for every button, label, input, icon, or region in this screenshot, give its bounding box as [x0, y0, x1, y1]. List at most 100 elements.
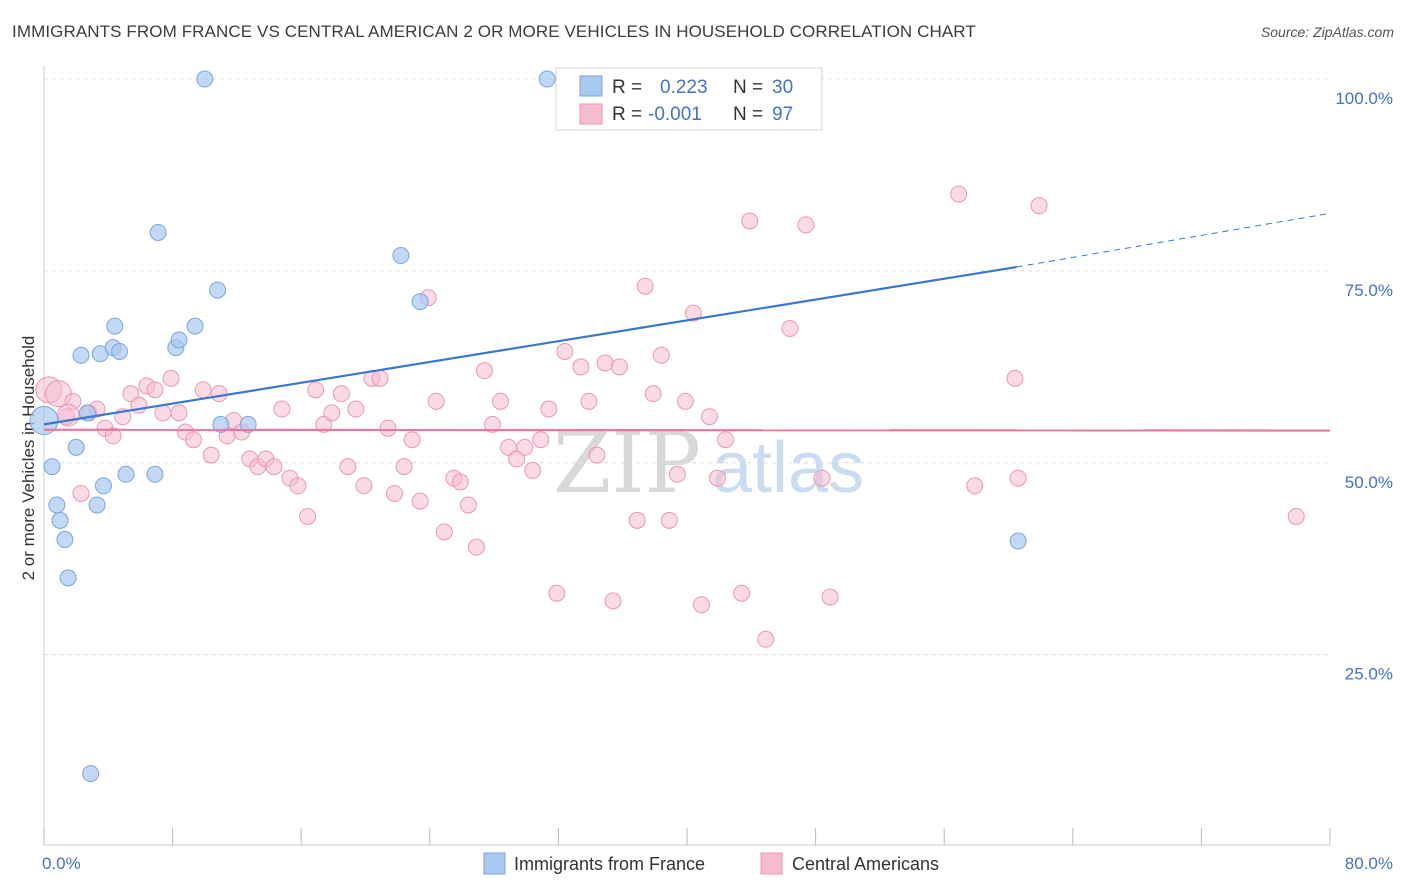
central-americans-point	[628, 511, 646, 529]
central-americans-point	[1009, 469, 1027, 487]
france-point	[88, 496, 106, 514]
central-americans-point	[676, 392, 694, 410]
r-value-pink: -0.001	[648, 104, 702, 125]
central-americans-point	[524, 461, 542, 479]
trend-lines	[43, 212, 1331, 432]
central-americans-point	[644, 385, 662, 403]
central-americans-point	[709, 469, 727, 487]
central-americans-point	[540, 400, 558, 418]
france-point	[111, 342, 129, 360]
legend-label-central-americans: Central Americans	[792, 854, 939, 874]
central-americans-point	[403, 431, 421, 449]
central-americans-point	[427, 392, 445, 410]
x-tick-label: 80.0%	[1345, 854, 1393, 873]
france-point	[94, 477, 112, 495]
central-americans-point	[580, 392, 598, 410]
central-americans-point	[797, 216, 815, 234]
central-americans-point	[668, 465, 686, 483]
france-point	[72, 346, 90, 364]
central-americans-point	[315, 415, 333, 433]
central-americans-point	[492, 392, 510, 410]
central-americans-point	[556, 342, 574, 360]
central-americans-point	[701, 408, 719, 426]
central-americans-point	[184, 431, 202, 449]
france-point	[106, 317, 124, 335]
france-point	[29, 406, 59, 436]
n-value-pink: 97	[772, 104, 793, 125]
central-americans-points	[35, 185, 1305, 648]
central-americans-point	[339, 458, 357, 476]
central-americans-point	[323, 404, 341, 422]
central-americans-point	[1287, 507, 1305, 525]
central-americans-point	[122, 385, 140, 403]
france-point	[209, 281, 227, 299]
central-americans-point	[162, 369, 180, 387]
france-point	[239, 415, 257, 433]
axes	[43, 66, 1331, 846]
central-americans-point	[467, 538, 485, 556]
central-americans-point	[588, 446, 606, 464]
y-tick-label: 25.0%	[1345, 665, 1393, 684]
x-tick-label: 0.0%	[42, 854, 81, 873]
france-point	[146, 465, 164, 483]
france-point	[196, 70, 214, 88]
chart-title: IMMIGRANTS FROM FRANCE VS CENTRAL AMERIC…	[12, 22, 976, 41]
central-americans-point	[604, 592, 622, 610]
series-legend: Immigrants from France Central Americans	[483, 852, 939, 875]
central-americans-point	[950, 185, 968, 203]
stats-legend: R = 0.223 N = 30 R = -0.001 N = 97	[555, 67, 823, 131]
n-label-blue: N =	[733, 77, 763, 98]
central-americans-point	[307, 381, 325, 399]
central-americans-point	[636, 277, 654, 295]
central-americans-point	[347, 400, 365, 418]
central-americans-point	[170, 404, 188, 422]
france-point	[117, 465, 135, 483]
central-americans-point	[289, 477, 307, 495]
grid-lines	[44, 78, 1330, 656]
central-americans-point	[459, 496, 477, 514]
france-point	[392, 247, 410, 265]
legend-swatch-france	[483, 852, 506, 875]
central-americans-point	[332, 385, 350, 403]
central-americans-point	[813, 469, 831, 487]
central-americans-point	[717, 431, 735, 449]
y-tick-label: 100.0%	[1335, 89, 1393, 108]
central-americans-point	[355, 477, 373, 495]
central-americans-point	[411, 492, 429, 510]
central-americans-point	[692, 596, 710, 614]
central-americans-point	[821, 588, 839, 606]
central-americans-point	[572, 358, 590, 376]
central-americans-point	[652, 346, 670, 364]
france-point	[411, 293, 429, 311]
tick-labels: 100.0% 75.0% 50.0% 25.0% 0.0% 80.0%	[42, 89, 1393, 873]
y-axis-title: 2 or more Vehicles in Household	[19, 336, 38, 581]
france-point	[67, 438, 85, 456]
central-americans-point	[966, 477, 984, 495]
r-label-pink: R =	[612, 104, 642, 125]
central-americans-point	[741, 212, 759, 230]
central-americans-point	[435, 523, 453, 541]
france-point	[186, 317, 204, 335]
central-americans-point	[1030, 197, 1048, 215]
r-value-blue: 0.223	[660, 77, 708, 98]
central-americans-point	[684, 304, 702, 322]
central-americans-point	[660, 511, 678, 529]
central-americans-point	[202, 446, 220, 464]
france-point	[1009, 532, 1027, 550]
france-point	[43, 458, 61, 476]
central-americans-point	[781, 319, 799, 337]
central-americans-point	[596, 354, 614, 372]
legend-label-france: Immigrants from France	[514, 854, 705, 874]
central-americans-point	[475, 362, 493, 380]
central-americans-point	[265, 458, 283, 476]
france-trend-line	[43, 265, 1017, 426]
central-americans-point	[733, 584, 751, 602]
central-americans-point	[154, 404, 172, 422]
france-point	[82, 765, 100, 783]
n-value-blue: 30	[772, 77, 793, 98]
central-americans-point	[395, 458, 413, 476]
france-point	[170, 331, 188, 349]
france-point	[212, 415, 230, 433]
central-americans-point	[194, 381, 212, 399]
central-americans-point	[146, 381, 164, 399]
